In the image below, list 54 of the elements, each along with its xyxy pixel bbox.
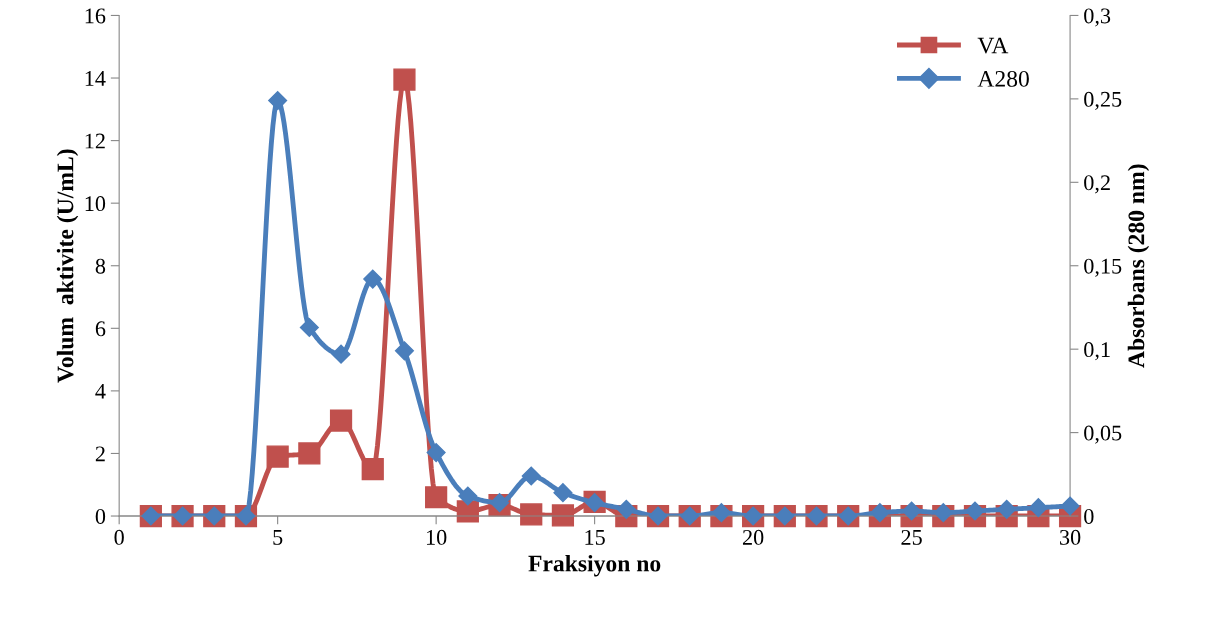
y-tick-label: 16 (85, 8, 106, 24)
point (933, 503, 953, 523)
legend-label: VA (977, 37, 1009, 54)
y-tick-label: 14 (85, 71, 106, 86)
point (393, 68, 416, 91)
point (363, 269, 383, 289)
point (965, 501, 985, 521)
point (902, 501, 922, 521)
y-tick-label: 6 (95, 321, 106, 337)
point (711, 503, 731, 523)
y2-tick-label: 0,2 (1084, 175, 1110, 194)
x-tick-label: 30 (1060, 529, 1081, 545)
legend-label: A280 (977, 70, 1029, 87)
point (458, 486, 478, 506)
y-tick-label: 4 (95, 383, 106, 399)
point (266, 445, 289, 468)
y-tick-label: 10 (85, 196, 106, 212)
point (551, 504, 575, 527)
x-tick-label: 0 (114, 529, 124, 545)
point (1060, 496, 1080, 516)
y2-tick-label: 0,05 (1084, 425, 1122, 444)
x-tick-label: 15 (585, 529, 605, 545)
point (521, 466, 541, 486)
point (870, 503, 890, 523)
y-axis-title: Volum aktivite (U/mL) (56, 149, 79, 383)
y2-tick-label: 0 (1084, 508, 1094, 524)
point (394, 341, 414, 361)
y-tick-label: 0 (95, 508, 106, 524)
x-tick-label: 5 (273, 530, 283, 545)
y2-tick-label: 0,3 (1084, 8, 1111, 27)
point (425, 486, 448, 509)
y-tick-label: 8 (95, 258, 106, 274)
point (331, 344, 351, 364)
x-tick-label: 25 (901, 529, 922, 545)
point (426, 443, 446, 463)
y2-tick-label: 0,15 (1084, 258, 1122, 277)
point (1028, 498, 1048, 518)
x-axis-title: Fraksiyon no (528, 554, 661, 577)
point (553, 483, 573, 503)
point (268, 91, 288, 111)
y2-tick-label: 0,25 (1084, 91, 1122, 111)
y-tick-label: 2 (95, 446, 105, 462)
x-tick-label: 20 (742, 529, 764, 545)
point (299, 317, 319, 338)
y2-axis-title: Absorbans (280 nm) (1127, 164, 1150, 368)
point (329, 409, 353, 432)
point (616, 499, 636, 519)
point (361, 457, 384, 481)
x-tick-label: 10 (426, 529, 447, 545)
point (298, 442, 321, 465)
y-tick-label: 12 (85, 133, 105, 149)
point (997, 499, 1017, 519)
y2-tick-label: 0,1 (1084, 342, 1110, 361)
point (520, 503, 543, 526)
